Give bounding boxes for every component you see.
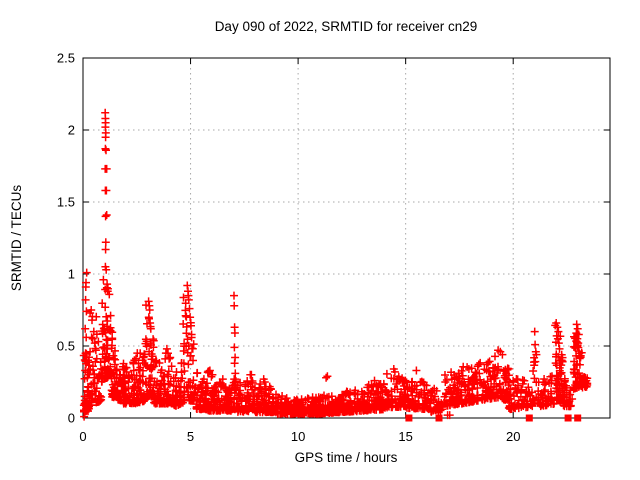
y-tick-label: 1.5 — [57, 195, 75, 210]
plot-frame — [82, 57, 611, 419]
x-axis-label: GPS time / hours — [295, 450, 398, 465]
chart-title: Day 090 of 2022, SRMTID for receiver cn2… — [215, 19, 478, 34]
y-tick-label: 0.5 — [57, 339, 75, 354]
grid-lines — [83, 58, 610, 418]
x-tick-label: 5 — [187, 429, 194, 444]
axis-ticks — [82, 57, 610, 419]
y-tick-label: 1 — [68, 267, 75, 282]
y-tick-label: 2.5 — [57, 51, 75, 66]
flagged-zero-squares — [405, 414, 582, 422]
x-tick-label: 15 — [398, 429, 412, 444]
x-tick-label: 20 — [506, 429, 520, 444]
x-tick-label: 0 — [79, 429, 86, 444]
axis-tick-labels: 0 5 10 15 20 0 0.5 1 1.5 2 2.5 — [57, 51, 521, 445]
x-tick-label: 10 — [291, 429, 305, 444]
y-tick-label: 2 — [68, 123, 75, 138]
y-axis-label: SRMTID / TECUs — [9, 185, 24, 292]
y-tick-label: 0 — [68, 411, 75, 426]
srmtid-scatter-points — [79, 108, 592, 421]
